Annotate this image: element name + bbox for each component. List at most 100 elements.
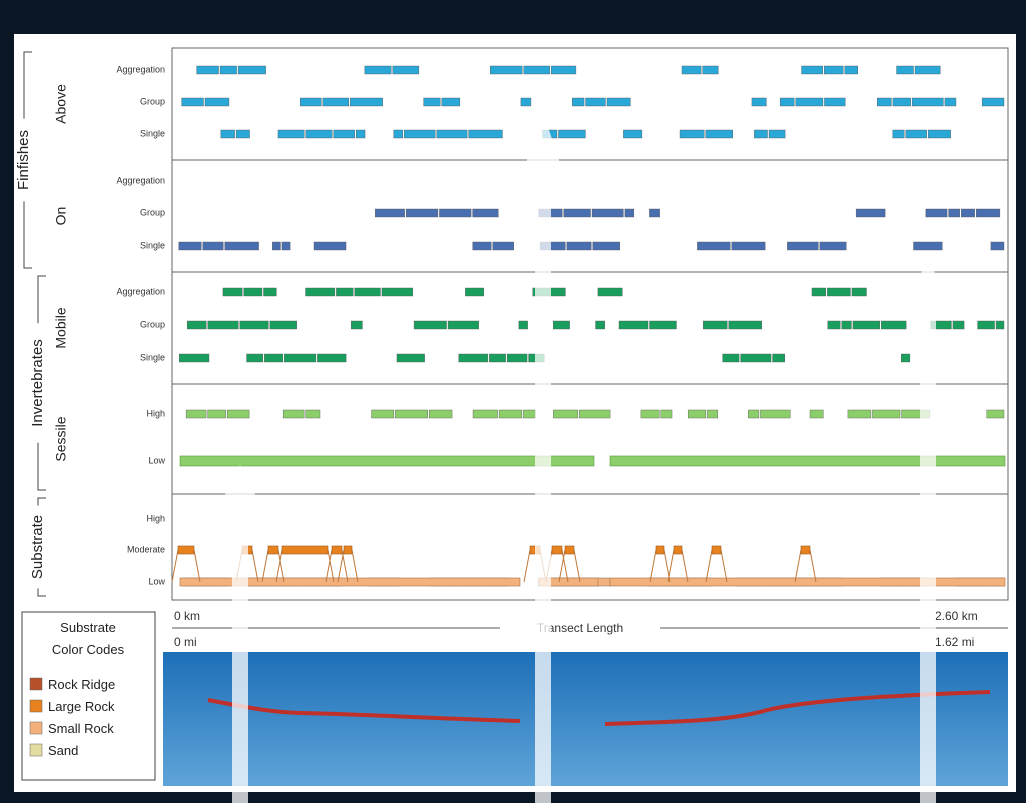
bar	[492, 241, 514, 251]
bar	[413, 320, 447, 330]
bar	[824, 97, 846, 107]
bar	[795, 97, 824, 107]
connector	[705, 549, 728, 583]
bar	[371, 409, 395, 419]
bar	[186, 320, 207, 330]
bar	[264, 353, 284, 363]
bar	[754, 129, 768, 139]
bar	[235, 129, 250, 139]
bar	[707, 409, 719, 419]
bar	[872, 409, 901, 419]
bar	[609, 455, 1006, 467]
subgroup-label: Sessile	[53, 416, 69, 461]
row-label: Low	[148, 455, 165, 465]
bar	[520, 97, 532, 107]
bar	[472, 208, 499, 218]
legend-items: Rock Ridge Large Rock Small Rock Sand	[29, 677, 115, 758]
bar	[243, 287, 263, 297]
legend-label: Rock Ridge	[48, 677, 115, 692]
bar	[841, 320, 852, 330]
bar	[405, 208, 439, 218]
bar	[606, 97, 631, 107]
bar	[824, 65, 844, 75]
bar	[553, 409, 579, 419]
bar	[722, 353, 740, 363]
bar	[811, 287, 827, 297]
bar	[579, 409, 611, 419]
bar	[284, 353, 317, 363]
bar	[977, 320, 995, 330]
bar	[178, 241, 202, 251]
bar	[768, 129, 786, 139]
bar	[976, 208, 1001, 218]
bar	[640, 409, 660, 419]
bar	[423, 97, 441, 107]
sections	[171, 47, 1009, 601]
row-label: Aggregation	[116, 175, 165, 185]
connector	[558, 549, 581, 583]
bar	[740, 353, 772, 363]
bar	[220, 129, 235, 139]
bar	[558, 129, 586, 139]
bar	[911, 97, 944, 107]
group-label: Substrate	[29, 515, 46, 579]
arrows	[218, 112, 950, 803]
bar	[350, 320, 363, 330]
group-label-bg	[29, 505, 47, 589]
bar	[609, 577, 1006, 587]
legend-swatch	[29, 743, 43, 757]
bar	[809, 409, 824, 419]
bar	[333, 129, 355, 139]
bar	[490, 65, 523, 75]
bar	[913, 241, 943, 251]
bar	[354, 287, 381, 297]
row-label: Single	[140, 240, 165, 250]
bar	[237, 65, 266, 75]
bar	[800, 545, 811, 555]
bar	[995, 320, 1005, 330]
bar	[905, 129, 927, 139]
bar	[224, 241, 259, 251]
legend-label: Sand	[48, 743, 78, 758]
bar	[202, 241, 224, 251]
bar	[779, 97, 795, 107]
bar	[204, 97, 230, 107]
bar	[246, 353, 264, 363]
bar	[219, 65, 237, 75]
bar	[322, 97, 349, 107]
bar	[585, 97, 606, 107]
connector	[171, 549, 201, 583]
bar	[181, 97, 204, 107]
bar	[927, 129, 951, 139]
bar	[563, 208, 591, 218]
bar	[649, 320, 677, 330]
bar	[801, 65, 823, 75]
row-label: Moderate	[127, 544, 165, 554]
bar	[239, 320, 269, 330]
bar	[679, 129, 705, 139]
start-km: 0 km	[174, 609, 200, 623]
labels: Above Aggregation Group Single On Aggregation…	[15, 51, 165, 597]
legend-title: Color Codes	[52, 642, 125, 657]
bar	[179, 455, 595, 467]
subgroup-label: Mobile	[53, 307, 69, 348]
bar	[703, 320, 728, 330]
group-label: Finfishes	[15, 130, 32, 190]
legend-box	[21, 611, 156, 781]
bar	[660, 409, 673, 419]
bar	[313, 241, 347, 251]
bar	[655, 545, 665, 555]
bar	[489, 353, 506, 363]
bar	[506, 353, 528, 363]
bar	[472, 409, 498, 419]
bar	[465, 287, 484, 297]
bar	[498, 409, 523, 419]
bar	[986, 409, 1005, 419]
bar	[564, 545, 575, 555]
legend-swatch	[29, 721, 43, 735]
bar	[760, 409, 791, 419]
end-mi: 1.62 mi	[935, 635, 974, 649]
bar	[207, 409, 226, 419]
bar	[429, 409, 453, 419]
bar	[441, 97, 461, 107]
